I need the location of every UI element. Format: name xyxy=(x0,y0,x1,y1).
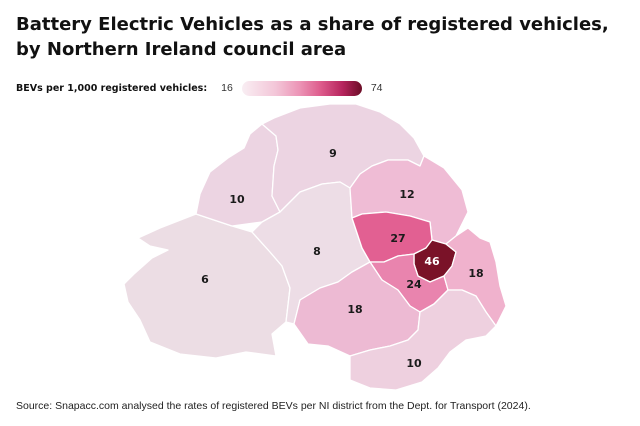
map-label-south-central-region: 18 xyxy=(347,303,362,316)
legend-gradient xyxy=(241,80,362,96)
legend-max: 74 xyxy=(370,82,383,94)
region-west-region[interactable] xyxy=(123,213,291,359)
map-label-east-central-region: 27 xyxy=(390,232,405,245)
map-label-northeast-region: 12 xyxy=(399,188,414,201)
map-label-newry-region: 10 xyxy=(406,357,422,370)
map-label-lisburn-region: 24 xyxy=(406,278,422,291)
legend-min: 16 xyxy=(221,82,233,94)
map-label-north-region: 9 xyxy=(329,147,337,160)
map-label-belfast-region: 46 xyxy=(424,255,440,268)
chart-title: Battery Electric Vehicles as a share of … xyxy=(16,14,609,60)
map-label-west-region: 6 xyxy=(201,273,209,286)
map-label-ards-region: 18 xyxy=(468,267,483,280)
color-legend: BEVs per 1,000 registered vehicles: 16 7… xyxy=(16,80,383,96)
region-south-central-region[interactable] xyxy=(293,261,421,357)
legend-label: BEVs per 1,000 registered vehicles: xyxy=(16,82,208,94)
source-note: Source: Snapacc.com analysed the rates o… xyxy=(16,400,531,412)
ni-council-map: 6 10 9 8 12 27 46 24 18 18 10 xyxy=(123,103,507,391)
region-northwest-region[interactable] xyxy=(195,123,281,227)
region-newry-region[interactable] xyxy=(349,289,497,391)
map-label-northwest-region: 10 xyxy=(229,193,245,206)
map-label-central-region: 8 xyxy=(313,245,321,258)
